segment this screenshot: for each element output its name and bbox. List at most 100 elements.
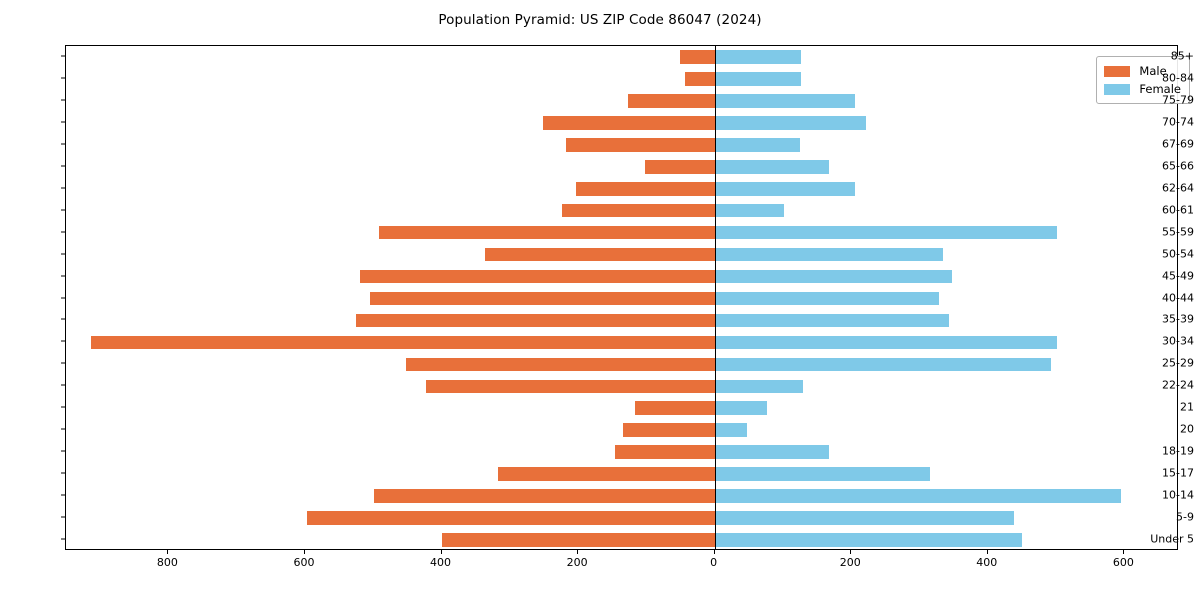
legend-label-female: Female [1139,82,1181,96]
bar-male [627,94,715,108]
y-axis-tick-mark [61,209,65,211]
bar-row [66,72,1177,86]
y-axis-tick-label: 70-74 [1162,115,1194,129]
bar-male [378,225,715,240]
bar-row [66,489,1177,503]
y-axis-tick-label: 45-49 [1162,269,1194,283]
y-axis-tick-label: 25-29 [1162,356,1194,370]
y-axis-tick-label: 55-59 [1162,225,1194,239]
bar-male [679,50,715,64]
x-axis-tick-mark [167,550,169,554]
bars-layer [66,46,1177,549]
bar-female [714,445,830,459]
y-axis-tick-mark [61,231,65,233]
x-axis-tick-label: 600 [1112,556,1134,569]
legend-item-female: Female [1104,80,1181,98]
y-axis-tick-mark [61,77,65,79]
bar-row [66,116,1177,130]
y-axis-tick-label: 5-9 [1176,510,1194,524]
x-axis-tick-mark [713,550,715,554]
legend-item-male: Male [1104,62,1181,80]
bar-male [634,401,715,416]
y-axis-tick-label: Under 5 [1150,532,1194,546]
bar-row [66,511,1177,525]
bar-female [714,247,943,262]
bar-female [714,291,939,306]
y-axis-tick-mark [61,516,65,518]
page-title: Population Pyramid: US ZIP Code 86047 (2… [438,12,762,28]
y-axis-tick-mark [61,253,65,255]
y-axis-tick-mark [61,55,65,57]
y-axis-tick-mark [61,406,65,408]
chart-legend: Male Female [1096,56,1190,104]
bar-female [714,423,747,438]
legend-label-male: Male [1139,64,1167,78]
y-axis-tick-mark [61,362,65,364]
y-axis-tick-mark [61,450,65,452]
x-axis-tick-mark [850,550,852,554]
bar-female [714,116,867,130]
bar-row [66,357,1177,372]
y-axis-tick-label: 15-17 [1162,466,1194,480]
y-axis-tick-label: 22-24 [1162,378,1194,392]
bar-male [576,181,715,196]
x-axis-tick-label: 0 [710,556,718,569]
y-axis-tick-label: 30-34 [1162,334,1194,348]
bar-row [66,291,1177,306]
bar-row [66,335,1177,350]
y-axis-tick-mark [61,187,65,189]
zero-axis-line [714,46,717,549]
bar-row [66,379,1177,394]
bar-row [66,247,1177,262]
y-axis-tick-mark [61,275,65,277]
bar-female [714,159,829,174]
bar-male [565,137,715,152]
y-axis-tick-label: 85+ [1170,49,1194,63]
bar-row [66,50,1177,64]
y-axis-tick-mark [61,494,65,496]
bar-female [714,511,1015,525]
bar-male [562,203,715,218]
legend-swatch-male-icon [1104,65,1131,77]
bar-male [425,379,715,394]
bar-row [66,181,1177,196]
y-axis-tick-label: 60-61 [1162,203,1194,217]
x-axis-tick-label: 400 [976,556,998,569]
y-axis-tick-label: 10-14 [1162,488,1194,502]
x-axis-tick-mark [440,550,442,554]
y-axis-tick-label: 20 [1180,422,1194,436]
y-axis-tick-label: 21 [1180,400,1194,414]
legend-swatch-female-icon [1104,83,1131,95]
y-axis-tick-label: 65-66 [1162,159,1194,173]
bar-male [307,511,715,525]
x-axis-tick-mark [1123,550,1125,554]
bar-female [714,379,803,394]
x-axis-tick-mark [577,550,579,554]
bar-row [66,445,1177,459]
bar-female [714,467,930,481]
y-axis-tick-mark [61,384,65,386]
x-axis-tick-mark [303,550,305,554]
bar-row [66,94,1177,108]
x-axis-tick-mark [986,550,988,554]
bar-female [714,489,1121,503]
bar-row [66,225,1177,240]
y-axis-tick-mark [61,121,65,123]
bar-female [714,313,949,328]
y-axis-tick-label: 80-84 [1162,71,1194,85]
y-axis-tick-mark [61,99,65,101]
bar-row [66,533,1177,547]
y-axis-tick-label: 50-54 [1162,247,1194,261]
x-axis-tick-label: 400 [430,556,452,569]
bar-male [373,489,715,503]
y-axis-tick-label: 75-79 [1162,93,1194,107]
bar-female [714,137,801,152]
y-axis-tick-mark [61,297,65,298]
bar-row [66,137,1177,152]
y-axis-tick-mark [61,318,65,320]
bar-male [684,72,715,86]
bar-female [714,181,855,196]
bar-male [359,269,715,284]
bar-male [645,159,715,174]
y-axis-tick-mark [61,472,65,474]
